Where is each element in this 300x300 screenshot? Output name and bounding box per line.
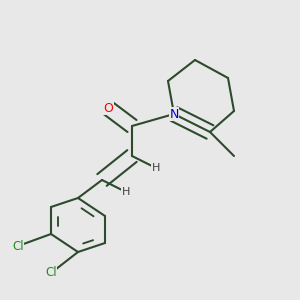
Text: N: N (169, 107, 179, 121)
Text: Cl: Cl (12, 239, 24, 253)
Text: O: O (103, 101, 113, 115)
Text: H: H (152, 163, 160, 173)
Text: Cl: Cl (45, 266, 57, 280)
Text: H: H (122, 187, 130, 197)
